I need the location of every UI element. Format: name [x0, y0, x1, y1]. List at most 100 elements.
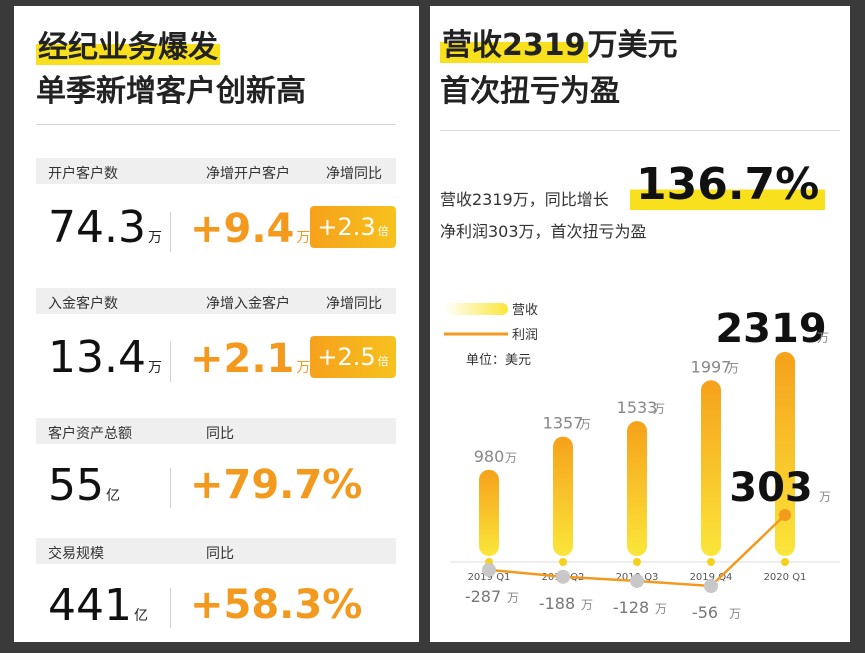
- left-title-line2: 单季新增客户创新高: [36, 74, 306, 109]
- revenue-unit-label: 万: [579, 418, 591, 432]
- label-net-new-accounts: 净增开户客户: [206, 166, 290, 182]
- value-funded-unit: 万: [147, 360, 162, 376]
- profit-unit-label: 万: [819, 490, 831, 504]
- profit-point: [704, 579, 718, 593]
- label-yoy-accounts: 净增同比: [326, 166, 382, 182]
- profit-unit-label: 万: [581, 598, 593, 612]
- label-assets: 客户资产总额: [48, 426, 132, 442]
- revenue-unit-label: 万: [505, 451, 517, 465]
- legend-revenue-swatch: [444, 303, 508, 315]
- profit-unit-label: 万: [655, 602, 667, 616]
- revenue-summary: 营收2319万，同比增长: [440, 190, 609, 209]
- revenue-unit-label: 万: [653, 402, 665, 416]
- label-accounts: 开户客户数: [48, 166, 118, 182]
- label-yoy-volume: 同比: [206, 546, 234, 562]
- value-accounts-unit: 万: [147, 230, 162, 246]
- profit-unit-label: 万: [729, 607, 741, 621]
- revenue-unit-label: 万: [727, 361, 739, 375]
- unit-note: 单位：美元: [466, 353, 531, 368]
- delta-accounts: +9.4 万: [190, 206, 310, 252]
- right-title-hl-text: 营收: [442, 28, 502, 63]
- right-panel: 营收2319万美元 首次扭亏为盈 营收2319万，同比增长 136.7% 净利润…: [430, 6, 850, 642]
- delta-funded-number: +2.1: [190, 336, 295, 382]
- left-divider: [36, 124, 396, 125]
- delta-assets: +79.7%: [190, 462, 363, 508]
- right-title-line1: 营收2319万美元: [440, 20, 678, 64]
- value-accounts: 74.3 万: [48, 202, 162, 253]
- profit-point: [630, 573, 644, 588]
- revenue-value-label: 2319: [715, 306, 826, 352]
- right-title-highlight: 营收2319: [440, 28, 588, 63]
- revenue-bar: [553, 436, 573, 556]
- x-axis-dot: [707, 558, 715, 566]
- revenue-value-label: 1997: [691, 357, 732, 376]
- value-volume-number: 441: [48, 580, 132, 631]
- separator: [170, 342, 171, 382]
- x-axis-dot: [633, 558, 641, 566]
- badge-funded: +2.5 倍: [310, 336, 396, 378]
- revenue-value-label: 1357: [543, 414, 584, 433]
- section-head-funded: 入金客户数 净增入金客户 净增同比: [36, 288, 396, 314]
- revenue-bar: [775, 351, 795, 556]
- right-title-hl-number: 2319: [502, 28, 586, 63]
- badge-accounts: +2.3 倍: [310, 206, 396, 248]
- badge-accounts-number: +2.3: [317, 213, 376, 241]
- badge-funded-number: +2.5: [317, 343, 376, 371]
- right-title-line2: 首次扭亏为盈: [440, 74, 620, 109]
- x-axis-dot: [559, 558, 567, 566]
- separator: [170, 588, 171, 628]
- right-title-rest: 万美元: [587, 28, 678, 63]
- delta-funded-unit: 万: [296, 360, 311, 376]
- separator: [170, 212, 171, 252]
- section-head-accounts: 开户客户数 净增开户客户 净增同比: [36, 158, 396, 184]
- profit-value-label: -188: [539, 594, 575, 613]
- label-yoy-funded: 净增同比: [326, 296, 382, 312]
- revenue-unit-label: 万: [817, 331, 829, 345]
- delta-accounts-unit: 万: [296, 230, 311, 246]
- section-head-volume: 交易规模 同比: [36, 538, 396, 564]
- x-tick-label: 2019 Q4: [690, 572, 733, 583]
- profit-value-label: -56: [692, 603, 718, 622]
- value-assets: 55 亿: [48, 460, 120, 511]
- x-tick-label: 2019 Q1: [468, 572, 511, 583]
- right-divider: [440, 130, 840, 131]
- value-assets-number: 55: [48, 460, 104, 511]
- value-volume-unit: 亿: [133, 608, 148, 624]
- left-title-highlight: 经纪业务爆发: [36, 30, 220, 65]
- value-funded-number: 13.4: [48, 332, 146, 383]
- delta-volume: +58.3%: [190, 582, 363, 628]
- profit-summary: 净利润303万，首次扭亏为盈: [440, 222, 647, 241]
- profit-value-label: -128: [613, 598, 649, 617]
- label-volume: 交易规模: [48, 546, 104, 562]
- profit-unit-label: 万: [507, 591, 519, 605]
- section-head-assets: 客户资产总额 同比: [36, 418, 396, 444]
- delta-accounts-number: +9.4: [190, 206, 295, 252]
- revenue-bar: [479, 469, 499, 556]
- badge-accounts-unit: 倍: [377, 225, 389, 238]
- profit-point: [556, 569, 570, 584]
- x-tick-label: 2020 Q1: [764, 572, 807, 583]
- x-axis-dot: [781, 558, 789, 566]
- revenue-bar: [701, 380, 721, 556]
- badge-funded-unit: 倍: [377, 355, 389, 368]
- left-title-line1: 经纪业务爆发: [36, 22, 220, 66]
- revenue-bar: [627, 421, 647, 556]
- separator: [170, 468, 171, 508]
- legend-revenue-label: 营收: [512, 303, 538, 318]
- label-funded: 入金客户数: [48, 296, 118, 312]
- profit-point: [779, 509, 791, 521]
- growth-percent: 136.7%: [630, 159, 826, 210]
- label-yoy-assets: 同比: [206, 426, 234, 442]
- profit-point: [482, 562, 496, 577]
- revenue-value-label: 980: [474, 447, 505, 466]
- legend-profit-label: 利润: [512, 328, 538, 343]
- delta-funded: +2.1 万: [190, 336, 310, 382]
- value-assets-unit: 亿: [106, 488, 120, 504]
- left-panel: 经纪业务爆发 单季新增客户创新高 开户客户数 净增开户客户 净增同比 74.3 万…: [14, 6, 419, 642]
- value-accounts-number: 74.3: [48, 202, 146, 253]
- label-net-new-funded: 净增入金客户: [206, 296, 290, 312]
- profit-value-label: 303: [729, 465, 813, 511]
- value-funded: 13.4 万: [48, 332, 162, 383]
- profit-value-label: -287: [465, 587, 501, 606]
